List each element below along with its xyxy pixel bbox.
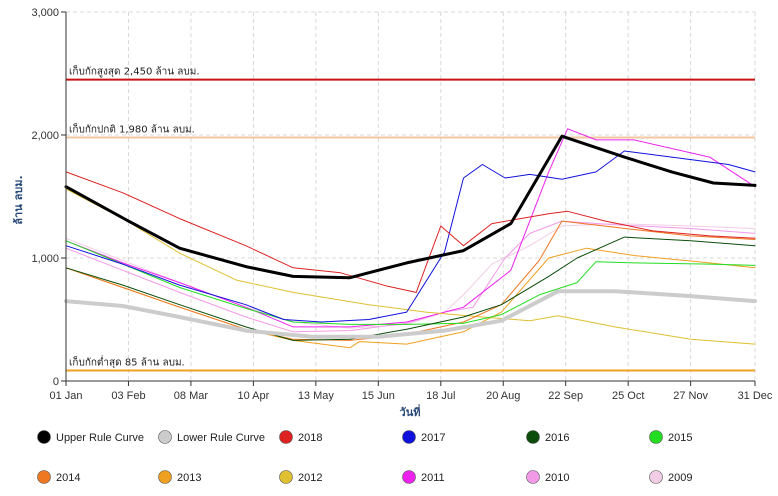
reference-lines: เก็บกักสูงสุด 2,450 ล้าน ลบม. เก็บกักปกติ…	[66, 64, 755, 372]
series-line-2017	[65, 150, 756, 323]
legend-label: 2013	[177, 472, 201, 484]
legend-item[interactable]: 2018	[279, 430, 323, 445]
legend-swatch	[402, 430, 416, 444]
legend-swatch	[279, 470, 293, 484]
legend-label: 2018	[298, 432, 322, 444]
legend-label: 2011	[421, 472, 445, 484]
legend-item[interactable]: 2011	[402, 470, 445, 485]
series-line-2012	[65, 188, 756, 345]
x-axis-title: วันที่	[400, 404, 421, 419]
y-axis-title: ล้าน ลบม.	[12, 175, 25, 224]
series-line-upper-rule-curve	[64, 134, 757, 280]
legend-swatch	[279, 430, 293, 444]
legend-label: 2009	[668, 472, 692, 484]
legend-item[interactable]: 2014	[37, 470, 81, 485]
legend-label: Upper Rule Curve	[56, 432, 144, 444]
legend-swatch	[649, 430, 663, 444]
legend-item[interactable]: 2017	[402, 430, 446, 445]
x-tick-label: 10 Apr	[237, 390, 269, 402]
y-tick-label: 3,000	[31, 7, 59, 19]
series-line-2016	[65, 236, 756, 341]
legend-item[interactable]: Upper Rule Curve	[37, 430, 145, 445]
x-tick-label: 18 Jul	[426, 390, 455, 402]
series-lines	[64, 128, 757, 349]
legend: Upper Rule Curve Lower Rule Curve 2018 2017…	[37, 430, 693, 485]
reference-line-label: เก็บกักต่ำสุด 85 ล้าน ลบม.	[69, 355, 185, 369]
reference-line-label: เก็บกักปกติ 1,980 ล้าน ลบม.	[69, 121, 195, 135]
series-line-2015	[65, 240, 756, 325]
legend-swatch	[649, 470, 663, 484]
series-line-2011	[65, 128, 756, 328]
y-tick-label: 0	[53, 376, 59, 388]
legend-swatch	[402, 470, 416, 484]
legend-item[interactable]: 2016	[526, 430, 570, 445]
x-tick-label: 31 Dec	[738, 390, 773, 402]
legend-item[interactable]: 2009	[649, 470, 693, 485]
x-tick-label: 22 Sep	[548, 390, 583, 402]
legend-label: 2015	[668, 432, 692, 444]
y-tick-label: 2,000	[31, 130, 59, 142]
axes: 01 Jan 03 Feb 08 Mar 10 Apr 13 May 15 Jun 18 J…	[31, 7, 772, 402]
legend-item[interactable]: Lower Rule Curve	[158, 430, 266, 445]
legend-swatch	[37, 430, 51, 444]
legend-label: Lower Rule Curve	[177, 432, 265, 444]
legend-label: 2016	[545, 432, 569, 444]
legend-swatch	[526, 430, 540, 444]
x-tick-label: 15 Jun	[362, 390, 395, 402]
legend-item[interactable]: 2010	[526, 470, 570, 485]
x-tick-label: 27 Nov	[673, 390, 708, 402]
x-tick-label: 25 Oct	[612, 390, 644, 402]
legend-item[interactable]: 2015	[649, 430, 693, 445]
series-line-2018	[65, 171, 756, 293]
series-line-lower-rule-curve	[64, 289, 757, 339]
x-tick-label: 20 Aug	[486, 390, 520, 402]
legend-item[interactable]: 2013	[158, 470, 202, 485]
legend-label: 2012	[298, 472, 322, 484]
legend-swatch	[526, 470, 540, 484]
legend-label: 2010	[545, 472, 569, 484]
x-tick-label: 08 Mar	[174, 390, 209, 402]
legend-swatch	[158, 470, 172, 484]
x-tick-label: 03 Feb	[111, 390, 145, 402]
legend-item[interactable]: 2012	[279, 470, 323, 485]
legend-swatch	[37, 470, 51, 484]
legend-label: 2017	[421, 432, 445, 444]
legend-swatch	[158, 430, 172, 444]
reference-line-label: เก็บกักสูงสุด 2,450 ล้าน ลบม.	[69, 64, 200, 78]
y-tick-label: 1,000	[31, 253, 59, 265]
series-line-2014	[65, 220, 756, 341]
series-line-2009	[65, 223, 756, 329]
x-tick-label: 01 Jan	[49, 390, 82, 402]
legend-label: 2014	[56, 472, 80, 484]
x-tick-label: 13 May	[298, 390, 335, 402]
